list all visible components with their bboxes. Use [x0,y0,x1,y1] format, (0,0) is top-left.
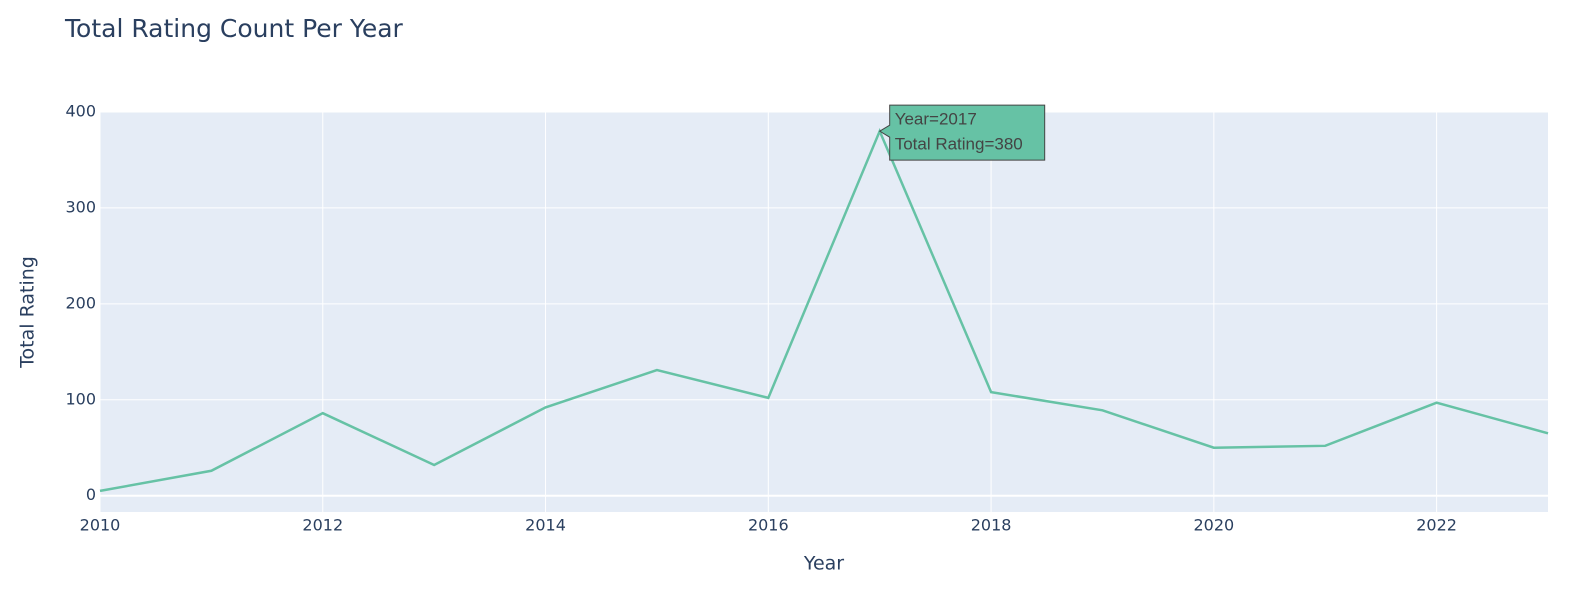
y-tick-label: 400 [65,102,96,121]
chart-title: Total Rating Count Per Year [64,14,404,43]
tooltip [878,104,1046,161]
y-tick-label: 300 [65,197,96,216]
tooltip-text: Total Rating=380 [895,135,1023,154]
y-tick-label: 100 [65,389,96,408]
x-axis-title: Year [803,553,844,575]
x-tick-label: 2016 [748,516,789,535]
y-axis-title: Total Rating [17,256,39,369]
x-tick-label: 2020 [1193,516,1234,535]
x-tick-label: 2022 [1416,516,1457,535]
x-tick-label: 2014 [525,516,566,535]
tooltip-text: Year=2017 [895,110,977,129]
line [99,127,1549,493]
x-tick-label: 2018 [971,516,1012,535]
y-tick-label: 0 [86,485,96,504]
plot-area [100,112,1548,512]
x-tick-label: 2010 [80,516,121,535]
y-tick-label: 200 [65,293,96,312]
x-tick-label: 2012 [302,516,343,535]
